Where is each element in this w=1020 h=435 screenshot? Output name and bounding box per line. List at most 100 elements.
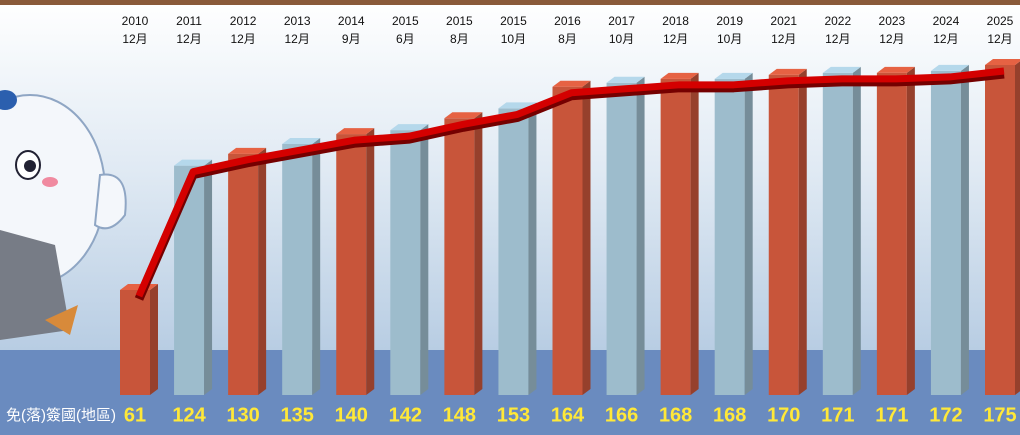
bar-front [390, 130, 420, 395]
category-month: 12月 [933, 32, 958, 46]
bar [336, 128, 374, 395]
category-month: 12月 [879, 32, 904, 46]
value-label: 140 [335, 404, 368, 426]
bar-front [282, 144, 312, 395]
value-label: 170 [767, 404, 800, 426]
category-year: 2016 [554, 14, 581, 28]
value-label: 164 [551, 404, 585, 426]
category-year: 2015 [446, 14, 473, 28]
bar [498, 102, 536, 395]
category-month: 12月 [285, 32, 310, 46]
category-year: 2014 [338, 14, 365, 28]
category-month: 9月 [342, 32, 361, 46]
value-label: 142 [389, 404, 422, 426]
bar-side [474, 112, 482, 395]
category-month: 12月 [230, 32, 255, 46]
bar-side [258, 148, 266, 395]
bar [985, 59, 1020, 395]
category-month: 8月 [558, 32, 577, 46]
category-month: 10月 [717, 32, 742, 46]
bar [390, 124, 428, 395]
bar-side [637, 77, 645, 395]
value-label: 168 [659, 404, 692, 426]
bar [553, 81, 591, 395]
bar-side [799, 69, 807, 395]
bar-side [583, 81, 591, 395]
value-label: 153 [497, 404, 530, 426]
bar-side [528, 102, 536, 395]
bar-side [150, 284, 158, 395]
category-month: 12月 [176, 32, 201, 46]
category-year: 2015 [392, 14, 419, 28]
bar-front [120, 290, 150, 395]
bar [877, 67, 915, 395]
bar [931, 65, 969, 395]
bar-front [769, 75, 799, 395]
value-label: 61 [124, 404, 146, 426]
category-year: 2018 [662, 14, 689, 28]
category-year: 2025 [987, 14, 1014, 28]
bar-side [420, 124, 428, 395]
value-label: 172 [929, 404, 962, 426]
bar-front [715, 79, 745, 395]
bar-front [607, 83, 637, 395]
bar-front [498, 108, 528, 395]
bar-front [985, 65, 1015, 395]
bar-side [961, 65, 969, 395]
bar [661, 73, 699, 395]
bar-side [1015, 59, 1020, 395]
bar-front [336, 134, 366, 395]
category-year: 2022 [824, 14, 851, 28]
category-year: 2011 [176, 14, 202, 28]
bar [769, 69, 807, 395]
category-year: 2017 [608, 14, 635, 28]
top-rule [0, 0, 1020, 5]
value-label: 148 [443, 404, 476, 426]
bar-front [931, 71, 961, 395]
value-label: 166 [605, 404, 638, 426]
value-label: 130 [226, 404, 259, 426]
value-label: 135 [281, 404, 314, 426]
category-month: 12月 [825, 32, 850, 46]
category-year: 2019 [716, 14, 743, 28]
value-label: 124 [172, 404, 206, 426]
bar-side [366, 128, 374, 395]
category-month: 12月 [987, 32, 1012, 46]
category-year: 2012 [230, 14, 257, 28]
category-month: 10月 [501, 32, 526, 46]
category-month: 12月 [122, 32, 147, 46]
value-label: 168 [713, 404, 746, 426]
category-month: 12月 [771, 32, 796, 46]
bar-side [853, 67, 861, 395]
bar [228, 148, 266, 395]
category-month: 8月 [450, 32, 469, 46]
bar [120, 284, 158, 395]
bar-front [877, 73, 907, 395]
bar-front [553, 87, 583, 395]
category-year: 2010 [122, 14, 149, 28]
value-label: 175 [983, 404, 1016, 426]
category-year: 2021 [770, 14, 797, 28]
category-year: 2015 [500, 14, 527, 28]
bar-side [204, 160, 212, 395]
bar-side [312, 138, 320, 395]
bar [444, 112, 482, 395]
value-label: 171 [875, 404, 908, 426]
category-month: 6月 [396, 32, 415, 46]
chart: 免(落)簽國(地區) 2010 12月 61 2011 12月 124 2012 12月 130… [0, 0, 1020, 435]
row-label: 免(落)簽國(地區) [6, 406, 116, 424]
bar-front [228, 154, 258, 395]
bar-side [745, 73, 753, 395]
bar [282, 138, 320, 395]
category-month: 12月 [663, 32, 688, 46]
bar [607, 77, 645, 395]
bar-side [691, 73, 699, 395]
bar [823, 67, 861, 395]
category-year: 2024 [933, 14, 960, 28]
category-year: 2023 [879, 14, 906, 28]
bar [715, 73, 753, 395]
value-label: 171 [821, 404, 854, 426]
bar-front [823, 73, 853, 395]
category-month: 10月 [609, 32, 634, 46]
bar-front [444, 118, 474, 395]
